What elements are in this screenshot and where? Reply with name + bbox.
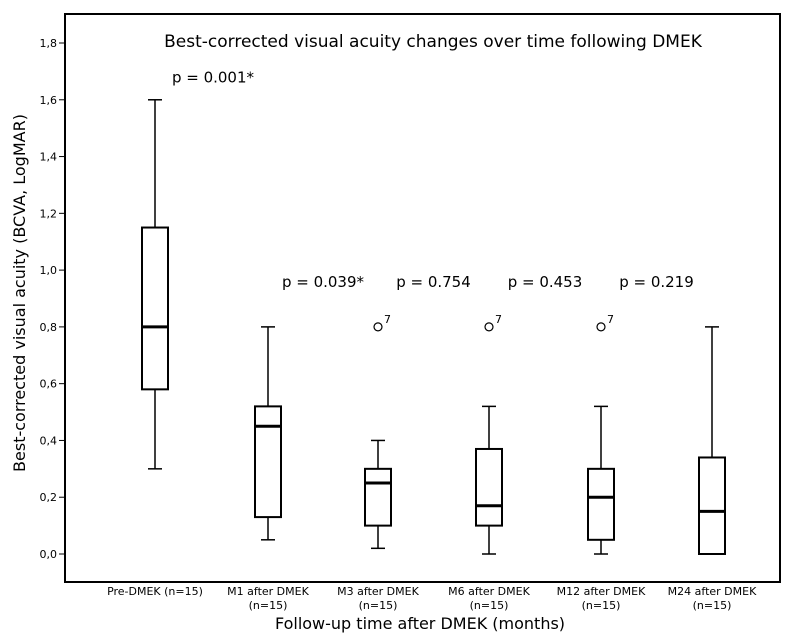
boxes: 7 7 7 <box>141 99 726 556</box>
plot-border <box>64 13 781 583</box>
y-tick-label: 0,0 <box>40 548 58 561</box>
x-category-label: M12 after DMEK <box>557 585 646 598</box>
y-tick-label: 1,2 <box>40 207 58 220</box>
y-tick-label: 1,4 <box>40 151 58 164</box>
y-axis-title: Best-corrected visual acuity (BCVA, LogM… <box>10 114 29 472</box>
y-tick-label: 1,6 <box>40 94 58 107</box>
x-category-sublabel: (n=15) <box>359 599 398 612</box>
x-category-label: M6 after DMEK <box>448 585 530 598</box>
box-group: 7 <box>475 313 503 555</box>
x-category-sublabel: (n=15) <box>470 599 509 612</box>
x-category-label: Pre-DMEK (n=15) <box>107 585 203 598</box>
p-value-annotation: p = 0.754 <box>396 273 471 291</box>
box-iqr <box>698 456 726 556</box>
outlier-point <box>596 322 606 332</box>
outlier-point <box>484 322 494 332</box>
box-group: 7 <box>364 313 392 550</box>
plot-frame <box>64 13 781 583</box>
x-axis: Pre-DMEK (n=15) M1 after DMEK(n=15)M3 aft… <box>107 585 757 612</box>
outlier-label: 7 <box>384 313 391 326</box>
box-group <box>254 326 282 541</box>
x-category-label: M3 after DMEK <box>337 585 419 598</box>
box-iqr <box>475 447 503 527</box>
outlier-label: 7 <box>607 313 614 326</box>
x-category-label: M1 after DMEK <box>227 585 309 598</box>
box-group: 7 <box>587 313 615 555</box>
box-group <box>698 326 726 556</box>
annotations: p = 0.001* p = 0.039* p = 0.754 p = 0.453 p … <box>172 69 694 291</box>
box-iqr <box>364 467 392 527</box>
p-value-annotation: p = 0.219 <box>619 273 694 291</box>
x-category-sublabel: (n=15) <box>249 599 288 612</box>
y-tick-label: 1,0 <box>40 264 58 277</box>
outlier-label: 7 <box>495 313 502 326</box>
chart-title: Best-corrected visual acuity changes ove… <box>164 32 703 52</box>
box-iqr <box>587 467 615 541</box>
y-tick-label: 0,6 <box>40 378 58 391</box>
x-category-sublabel: (n=15) <box>582 599 621 612</box>
box-iqr <box>254 405 282 519</box>
y-tick-label: 0,4 <box>40 434 58 447</box>
y-axis: 0,0 0,2 0,4 0,6 0,8 1,0 1,2 1,4 1,6 1,8 <box>40 37 65 561</box>
y-tick-label: 1,8 <box>40 37 58 50</box>
box-group <box>141 99 169 470</box>
y-tick-label: 0,8 <box>40 321 58 334</box>
p-value-annotation: p = 0.453 <box>508 273 583 291</box>
x-category-sublabel: (n=15) <box>693 599 732 612</box>
p-value-annotation: p = 0.001* <box>172 69 255 87</box>
box-iqr <box>141 226 169 391</box>
x-category-label: M24 after DMEK <box>668 585 757 598</box>
x-axis-title: Follow-up time after DMEK (months) <box>275 614 565 633</box>
p-value-annotation: p = 0.039* <box>282 273 365 291</box>
y-tick-label: 0,2 <box>40 491 58 504</box>
outlier-point <box>373 322 383 332</box>
